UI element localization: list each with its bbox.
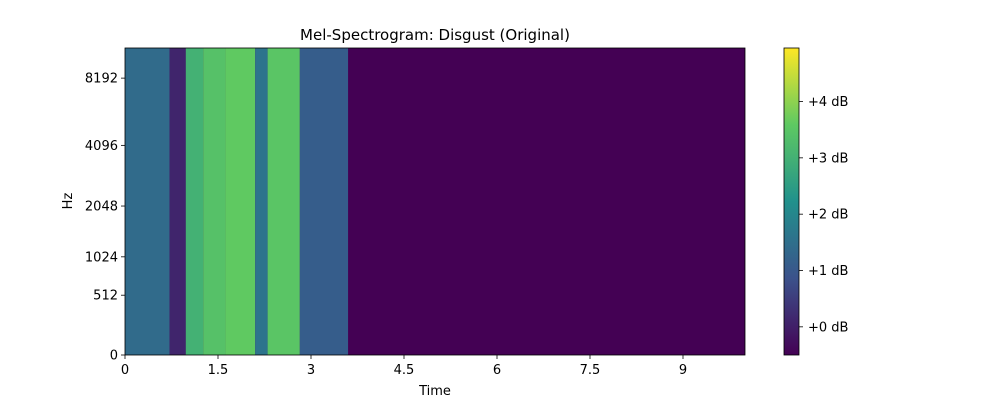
spectrogram-segment: [267, 48, 300, 355]
chart-title: Mel-Spectrogram: Disgust (Original): [300, 26, 570, 44]
y-tick-label: 8192: [85, 72, 118, 87]
y-tick-label: 2048: [85, 200, 118, 215]
y-axis: 0 512 1024 2048 4096 8192: [85, 72, 125, 364]
x-tick-label: 3: [307, 363, 315, 378]
y-tick-label: 1024: [85, 250, 118, 265]
colorbar-tick-label: +3 dB: [808, 151, 848, 166]
y-axis-label: Hz: [61, 193, 76, 210]
y-tick-label: 4096: [85, 139, 118, 154]
x-tick-label: 6: [493, 363, 501, 378]
x-tick-label: 0: [121, 363, 129, 378]
spectrogram-segment: [299, 48, 349, 355]
colorbar: [783, 47, 800, 356]
colorbar-tick-label: +0 dB: [808, 320, 848, 335]
x-axis-label: Time: [418, 384, 451, 399]
spectrogram-segment: [203, 48, 226, 355]
colorbar-tick-label: +2 dB: [808, 208, 848, 223]
spectrogram-segment: [255, 48, 268, 355]
y-tick-label: 0: [110, 349, 118, 364]
spectrogram-segment: [125, 48, 170, 355]
x-tick-label: 9: [679, 363, 687, 378]
colorbar-ticks: +0 dB +1 dB +2 dB +3 dB +4 dB: [799, 95, 848, 335]
colorbar-tick-label: +4 dB: [808, 95, 848, 110]
plot-frame: [124, 47, 746, 356]
colorbar-tick-label: +1 dB: [808, 264, 848, 279]
x-tick-label: 7.5: [580, 363, 601, 378]
spectrogram-segment: [169, 48, 186, 355]
spectrogram-heatmap: [125, 48, 745, 355]
x-axis: 0 1.5 3 4.5 6 7.5 9: [121, 355, 687, 378]
x-tick-label: 1.5: [208, 363, 229, 378]
spectrogram-segment: [185, 48, 204, 355]
x-tick-label: 4.5: [394, 363, 415, 378]
y-tick-label: 512: [93, 289, 118, 304]
spectrogram-segment: [348, 48, 745, 355]
spectrogram-segment: [225, 48, 256, 355]
